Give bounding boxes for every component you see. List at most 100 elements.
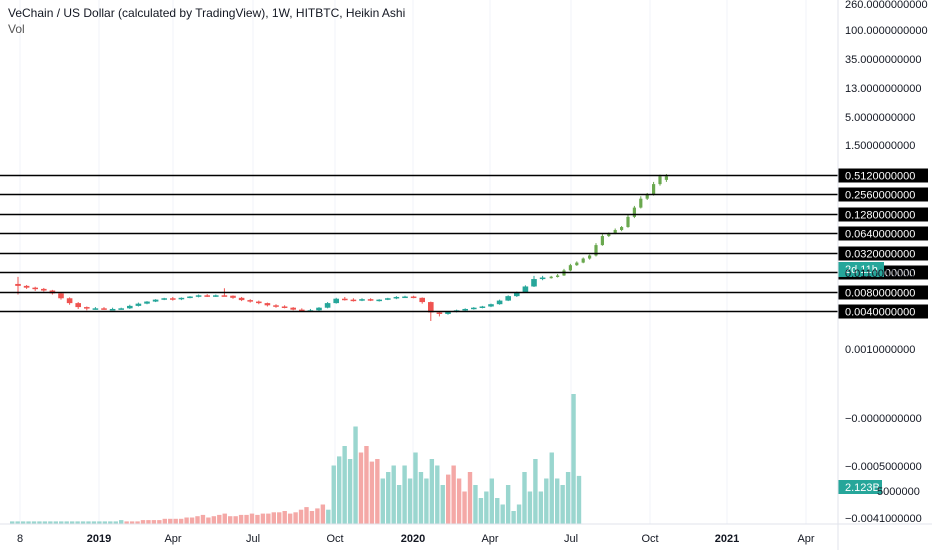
level-label-box [838,207,928,222]
volume-bar [511,511,516,524]
candle-body [367,299,374,301]
time-axis-label: 2020 [401,533,425,545]
candle-body [256,301,262,304]
volume-bar [64,521,69,524]
candle-body [152,299,159,302]
level-label: 0.0640000000 [845,229,915,241]
level-label-box [838,226,928,241]
volume-axis-label: −0.0041000000 [845,513,922,525]
volume-bar [342,446,347,524]
projected-candle-body [581,258,585,263]
volume-bar [86,521,91,524]
volume-bar [522,472,527,524]
candle-body [15,283,21,286]
volume-bar [140,520,146,524]
volume-bar [446,474,451,524]
volume-bar [364,446,369,524]
candle-body [359,299,365,301]
volume-bar [173,518,178,524]
volume-bar [233,516,238,524]
volume-bar [42,521,48,524]
candle-body [204,295,210,297]
price-axis-label: 1.5000000000 [845,140,915,152]
volume-bar [91,521,97,524]
countdown-badge-text: 2d 11h [845,264,878,276]
volume-bar [184,517,189,524]
volume-bar [309,511,315,524]
level-label-box [838,168,928,183]
volume-bar [495,498,500,524]
candle-body [462,308,468,311]
candle-body [230,295,236,298]
time-axis-label: Apr [797,533,814,545]
candle-body [324,303,331,308]
time-axis-label: 8 [17,533,23,545]
level-label-box [838,285,928,300]
volume-bar [20,521,26,524]
volume-bar [456,478,462,524]
time-axis-label: 2021 [715,533,739,545]
volume-bar [326,509,331,524]
volume-bar [505,485,511,524]
volume-bar [538,491,544,524]
volume-bar [146,520,151,524]
projected-candle-body [549,276,553,279]
candle-body [118,308,124,310]
volume-bar [375,459,380,524]
volume-bar [527,491,533,524]
volume-bar [315,508,320,524]
volume-bar [189,517,195,524]
projected-candle-body [639,198,643,208]
volume-bar [195,516,200,524]
volume-bar [298,509,304,524]
candle-body [471,307,477,310]
volume-bar [162,518,167,524]
candle-body [505,296,511,301]
volume-badge [838,480,882,494]
level-label: 0.1280000000 [845,210,915,222]
time-axis-label: Apr [164,533,181,545]
projected-candle-body [600,236,604,246]
volume-bar [228,516,233,524]
candle-body [385,298,391,300]
volume-bar [124,521,129,524]
volume-bar [500,504,505,524]
volume-bar [320,504,326,524]
volume-bar [244,514,249,524]
candle-body [299,309,305,312]
projected-candle-body [613,229,617,234]
volume-bar [255,514,260,524]
time-axis-label: Oct [326,533,343,545]
grid-layer [19,0,807,524]
volume-axis-label-partial: 5000000 [877,486,920,498]
projected-candle-body [620,227,624,230]
level-label-box [838,304,928,319]
volume-bar [451,465,456,524]
level-label: 0.0320000000 [845,249,915,261]
volume-bar [222,513,227,524]
volume-bar [533,459,538,524]
volume-bar [287,513,293,524]
volume-bar [467,472,473,524]
countdown-badge [838,262,884,277]
volume-bar [266,513,271,524]
volume-bar [97,521,102,524]
candle-body [144,301,150,304]
candle-body [436,312,443,314]
volume-layer [10,394,582,524]
volume-bar [80,521,86,524]
volume-bar [549,452,554,524]
volume-bar [435,465,440,524]
volume-bar [238,514,244,524]
candle-body [161,298,167,300]
candle-body [479,306,486,308]
level-label: 0.5120000000 [845,171,915,183]
chart-title: VeChain / US Dollar (calculated by Tradi… [8,6,406,20]
candle-body [350,299,357,302]
level-label-box [838,187,928,202]
level-label: 0.0040000000 [845,307,915,319]
level-label-box [838,246,928,261]
volume-bar [10,521,15,524]
